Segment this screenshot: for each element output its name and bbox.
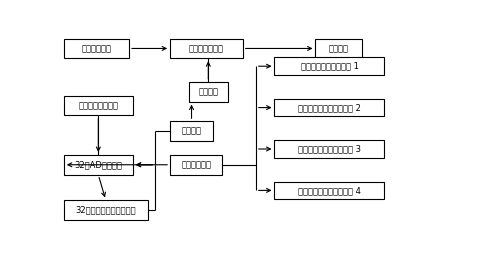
Text: 32路AD采集电路: 32路AD采集电路 xyxy=(74,160,122,169)
Bar xyxy=(315,39,361,58)
Bar xyxy=(170,155,222,175)
Text: 非同轴垂直接收线圈阵列 2: 非同轴垂直接收线圈阵列 2 xyxy=(298,103,360,112)
Text: 采集电路供电系统: 采集电路供电系统 xyxy=(78,101,118,110)
Text: 滤波放大电路: 滤波放大电路 xyxy=(181,160,211,169)
Text: 大功率发射电路: 大功率发射电路 xyxy=(189,44,224,53)
Bar xyxy=(64,155,132,175)
Bar xyxy=(64,96,132,115)
Text: 稳压直流电源: 稳压直流电源 xyxy=(81,44,111,53)
Text: 非同轴垂直接收线圈阵列 3: 非同轴垂直接收线圈阵列 3 xyxy=(297,144,360,154)
Text: 驱动电路: 驱动电路 xyxy=(198,87,218,96)
Text: 非同轴垂直接收线圈阵列 4: 非同轴垂直接收线圈阵列 4 xyxy=(298,186,360,195)
Text: 32路同步数据接收上位机: 32路同步数据接收上位机 xyxy=(75,206,136,215)
Text: 同轴垂直接收线圈阵列 1: 同轴垂直接收线圈阵列 1 xyxy=(300,62,358,71)
Bar xyxy=(274,57,384,75)
Bar xyxy=(274,182,384,199)
Bar xyxy=(170,39,242,58)
Bar xyxy=(274,99,384,116)
Bar xyxy=(274,140,384,158)
Text: 发射线圈: 发射线圈 xyxy=(328,44,348,53)
Bar xyxy=(188,82,228,102)
Bar xyxy=(64,200,147,220)
Text: 控制电路: 控制电路 xyxy=(181,127,201,136)
Bar xyxy=(64,39,129,58)
Bar xyxy=(170,121,213,141)
